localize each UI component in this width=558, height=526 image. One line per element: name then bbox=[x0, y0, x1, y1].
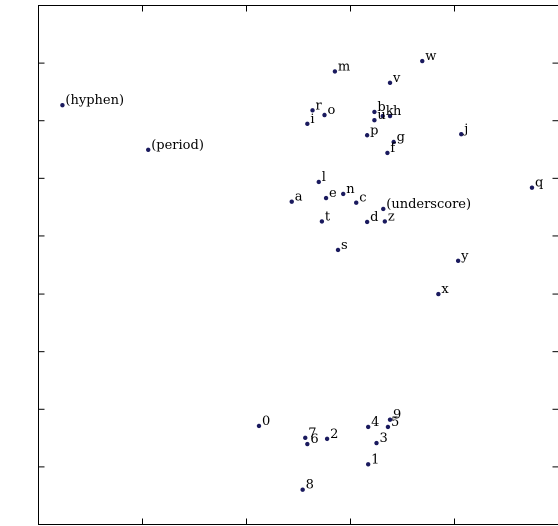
point-label: i bbox=[310, 112, 314, 127]
point-label: s bbox=[341, 238, 348, 253]
data-point bbox=[374, 440, 379, 446]
data-point bbox=[364, 133, 370, 138]
data-point bbox=[372, 117, 377, 123]
point-label: j bbox=[462, 122, 468, 137]
point-label: f bbox=[390, 141, 396, 156]
data-point bbox=[365, 462, 371, 467]
data-point bbox=[324, 436, 330, 442]
data-point bbox=[354, 200, 359, 205]
point-label: h bbox=[393, 104, 402, 119]
point-label: 7 bbox=[308, 426, 316, 441]
data-point bbox=[436, 291, 441, 297]
axis-ticks bbox=[38, 5, 558, 525]
point-label: t bbox=[325, 209, 331, 224]
data-point bbox=[380, 113, 385, 119]
data-points bbox=[60, 58, 535, 492]
point-label: w bbox=[425, 49, 436, 64]
point-label: (underscore) bbox=[386, 197, 471, 212]
point-label: c bbox=[359, 191, 366, 206]
data-point bbox=[385, 424, 391, 430]
data-point bbox=[305, 441, 310, 447]
point-label: o bbox=[328, 103, 336, 118]
point-label: x bbox=[441, 282, 449, 297]
data-point bbox=[289, 199, 294, 204]
point-label: r bbox=[316, 98, 323, 113]
point-label: d bbox=[370, 210, 378, 225]
data-point bbox=[332, 69, 338, 74]
data-point bbox=[372, 109, 377, 115]
point-label: 8 bbox=[306, 478, 314, 493]
data-point bbox=[310, 108, 315, 113]
data-point bbox=[319, 219, 325, 224]
data-point bbox=[381, 206, 386, 212]
data-point bbox=[341, 191, 346, 197]
data-point bbox=[146, 147, 151, 152]
point-labels: (hyphen) (period) m w v r o b k hu i p j gf q l a e nc (und… bbox=[65, 49, 543, 493]
point-label: 9 bbox=[393, 408, 401, 423]
data-point bbox=[364, 219, 370, 225]
point-label: 5 bbox=[391, 415, 399, 430]
point-label: 1 bbox=[371, 452, 379, 467]
data-point bbox=[385, 150, 390, 156]
data-point bbox=[387, 113, 393, 119]
data-point bbox=[529, 185, 535, 190]
data-point bbox=[300, 487, 305, 492]
point-label: q bbox=[535, 176, 543, 191]
data-point bbox=[335, 247, 341, 253]
data-point bbox=[420, 58, 425, 64]
point-label: z bbox=[388, 209, 395, 224]
data-point bbox=[459, 132, 464, 137]
data-point bbox=[387, 417, 393, 422]
data-point bbox=[322, 112, 327, 118]
point-label: n bbox=[346, 182, 355, 197]
point-label: 6 bbox=[310, 432, 318, 447]
data-point bbox=[391, 139, 396, 145]
data-point bbox=[455, 258, 461, 264]
data-point bbox=[303, 435, 308, 441]
point-label: 0 bbox=[262, 414, 270, 429]
data-point bbox=[316, 179, 321, 185]
point-label: k bbox=[386, 104, 394, 119]
point-label: (period) bbox=[151, 138, 204, 153]
data-point bbox=[60, 102, 65, 108]
point-label: u bbox=[377, 108, 385, 123]
point-label: m bbox=[338, 59, 350, 74]
point-label: l bbox=[322, 170, 326, 185]
point-label: v bbox=[392, 71, 401, 86]
point-label: p bbox=[370, 123, 378, 138]
point-label: (hyphen) bbox=[65, 93, 124, 108]
point-label: g bbox=[397, 130, 405, 145]
point-label: 2 bbox=[330, 427, 338, 442]
data-point bbox=[256, 423, 262, 429]
data-point bbox=[365, 424, 371, 430]
point-label: a bbox=[295, 190, 303, 205]
point-label: y bbox=[460, 249, 469, 264]
data-point bbox=[382, 219, 388, 224]
point-label: 4 bbox=[371, 415, 379, 430]
plot-frame bbox=[38, 5, 558, 525]
point-label: b bbox=[377, 100, 385, 115]
point-label: e bbox=[329, 186, 337, 201]
data-point bbox=[305, 121, 310, 127]
data-point bbox=[387, 80, 393, 86]
data-point bbox=[323, 195, 329, 201]
point-label: 3 bbox=[380, 431, 388, 446]
